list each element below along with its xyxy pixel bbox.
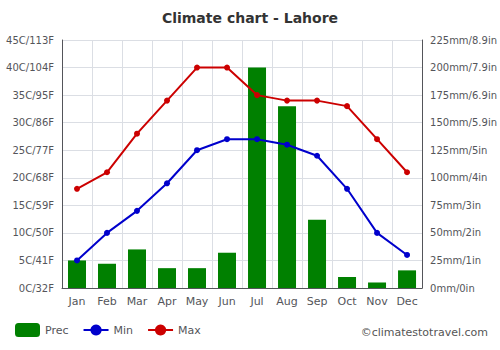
svg-text:Prec: Prec bbox=[45, 324, 69, 337]
svg-text:Jun: Jun bbox=[217, 295, 235, 308]
svg-text:©climatestotravel.com: ©climatestotravel.com bbox=[361, 326, 488, 339]
svg-text:May: May bbox=[186, 295, 209, 308]
svg-text:25mm/1in: 25mm/1in bbox=[430, 255, 481, 266]
svg-text:40C/104F: 40C/104F bbox=[6, 62, 54, 73]
svg-text:25C/77F: 25C/77F bbox=[12, 145, 54, 156]
svg-text:Jul: Jul bbox=[249, 295, 263, 308]
svg-text:5C/41F: 5C/41F bbox=[19, 255, 54, 266]
svg-text:200mm/7.9in: 200mm/7.9in bbox=[430, 62, 497, 73]
svg-text:15C/59F: 15C/59F bbox=[12, 200, 54, 211]
svg-text:0C/32F: 0C/32F bbox=[19, 283, 54, 294]
svg-text:30C/86F: 30C/86F bbox=[12, 117, 54, 128]
svg-text:175mm/6.9in: 175mm/6.9in bbox=[430, 90, 497, 101]
svg-text:Sep: Sep bbox=[307, 295, 328, 308]
svg-text:225mm/8.9in: 225mm/8.9in bbox=[430, 35, 497, 46]
svg-text:125mm/5in: 125mm/5in bbox=[430, 145, 487, 156]
svg-text:Dec: Dec bbox=[396, 295, 417, 308]
svg-text:50mm/2in: 50mm/2in bbox=[430, 227, 481, 238]
svg-text:20C/68F: 20C/68F bbox=[12, 172, 54, 183]
svg-text:Mar: Mar bbox=[127, 295, 148, 308]
svg-text:Oct: Oct bbox=[338, 295, 358, 308]
svg-text:Feb: Feb bbox=[97, 295, 116, 308]
svg-text:Max: Max bbox=[178, 324, 201, 337]
svg-text:Aug: Aug bbox=[276, 295, 297, 308]
svg-text:Jan: Jan bbox=[68, 295, 86, 308]
svg-text:Apr: Apr bbox=[157, 295, 177, 308]
svg-text:Min: Min bbox=[114, 324, 134, 337]
svg-text:100mm/4in: 100mm/4in bbox=[430, 172, 487, 183]
svg-text:75mm/3in: 75mm/3in bbox=[430, 200, 481, 211]
svg-text:150mm/5.9in: 150mm/5.9in bbox=[430, 117, 497, 128]
svg-text:10C/50F: 10C/50F bbox=[12, 227, 54, 238]
svg-text:35C/95F: 35C/95F bbox=[12, 90, 54, 101]
svg-text:45C/113F: 45C/113F bbox=[6, 35, 54, 46]
svg-text:Nov: Nov bbox=[366, 295, 388, 308]
svg-text:0mm/0in: 0mm/0in bbox=[430, 283, 475, 294]
svg-text:Climate chart - Lahore: Climate chart - Lahore bbox=[162, 10, 338, 26]
